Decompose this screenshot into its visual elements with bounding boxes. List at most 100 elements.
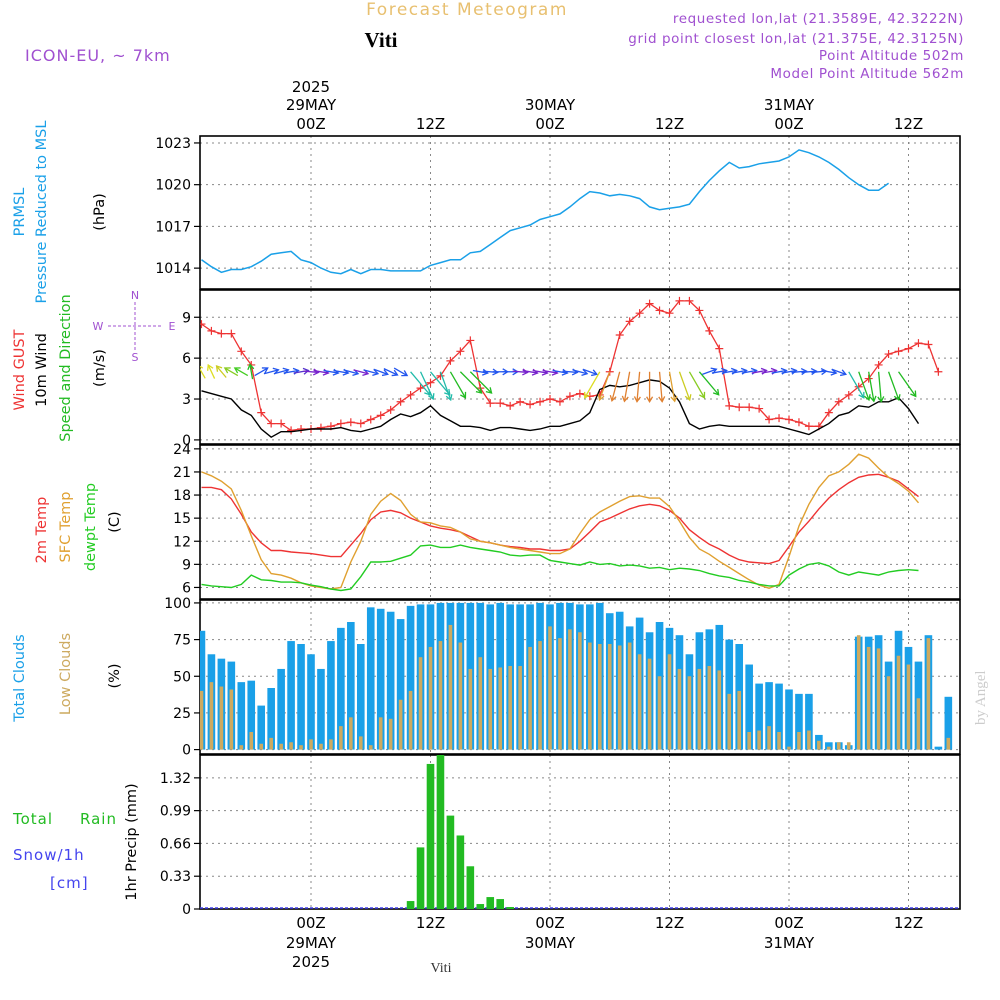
- total-cloud-bar: [805, 693, 813, 750]
- arrow-head: [658, 396, 666, 403]
- wind-direction-arrow: [791, 367, 808, 376]
- arrow-shaft: [373, 368, 388, 375]
- arrow-head: [391, 369, 399, 377]
- arrow-shaft: [636, 371, 641, 402]
- arrow-head: [684, 394, 692, 402]
- low-cloud-bar: [836, 742, 841, 750]
- label-cm: [cm]: [50, 874, 89, 892]
- cloud-bars: [200, 602, 953, 750]
- wind-direction-arrow: [254, 367, 269, 377]
- wind-direction-arrow: [868, 371, 877, 403]
- wind-direction-arrow: [877, 371, 885, 403]
- gust-marker: [824, 408, 833, 417]
- gust-marker: [635, 309, 644, 318]
- gust-marker: [396, 397, 405, 406]
- low-cloud-bar: [528, 646, 532, 750]
- low-cloud-bar: [647, 658, 652, 750]
- low-cloud-bar: [777, 732, 781, 750]
- low-cloud-bar: [538, 641, 542, 750]
- y-tick-label: 6: [182, 351, 191, 367]
- arrow-shaft: [741, 369, 757, 374]
- date-label-bottom: 30MAY: [525, 934, 576, 952]
- wind-direction-arrow: [459, 371, 483, 394]
- arrow-shaft: [410, 371, 431, 396]
- arrow-head: [581, 369, 589, 376]
- time-tick-top: 00Z: [774, 115, 803, 133]
- gust-marker: [466, 336, 475, 345]
- low-cloud-bar: [916, 698, 921, 750]
- low-cloud-bar: [926, 638, 931, 750]
- rain-bar: [476, 904, 485, 909]
- gust-marker: [336, 419, 345, 428]
- total-cloud-bar: [307, 654, 315, 750]
- gust-marker: [745, 403, 754, 412]
- wind-direction-arrow: [363, 369, 380, 376]
- label-10m-wind: 10m Wind: [34, 333, 50, 407]
- gust-marker: [346, 418, 355, 427]
- arrow-head: [492, 368, 499, 376]
- label-percent: (%): [107, 663, 123, 688]
- low-cloud-bar: [279, 743, 283, 750]
- low-cloud-bar: [737, 690, 742, 750]
- low-cloud-bar: [329, 739, 333, 750]
- wind-direction-arrow: [658, 371, 666, 403]
- label-hpa: (hPa): [92, 193, 108, 230]
- gust-marker: [775, 414, 784, 423]
- gust-marker: [526, 400, 535, 409]
- y-tick-label: 9: [182, 310, 191, 326]
- label-ms: (m/s): [92, 349, 108, 387]
- total-cloud-bar: [745, 664, 753, 750]
- wind-direction-arrow: [698, 371, 720, 396]
- gust-marker: [257, 408, 266, 417]
- arrow-shaft: [383, 368, 398, 376]
- gust-marker: [506, 401, 515, 410]
- compass-east: E: [169, 320, 176, 333]
- y-tick-label: 1014: [155, 261, 191, 277]
- arrow-shaft: [572, 369, 588, 375]
- time-axis: 00Z 00Z 12Z 12Z 00Z 00Z 12Z 12Z 00Z 00Z 12Z 12Z 29MA…: [286, 78, 923, 971]
- low-cloud-bar: [637, 654, 642, 750]
- total-cloud-bar: [396, 619, 405, 750]
- gust-marker: [536, 397, 545, 406]
- arrow-shaft: [532, 369, 548, 374]
- wind-direction-arrow: [215, 365, 227, 378]
- arrow-shaft: [821, 369, 837, 374]
- arrow-shaft: [598, 371, 611, 401]
- arrow-head: [839, 369, 848, 377]
- gust-marker: [486, 399, 495, 408]
- wind-direction-arrow: [430, 371, 451, 396]
- arrow-shaft: [831, 368, 847, 375]
- gust-marker: [376, 411, 385, 420]
- arrow-head: [482, 368, 489, 376]
- gust-marker: [615, 330, 624, 339]
- y-tick-label: 9: [182, 557, 191, 573]
- precip-bars: [200, 755, 960, 909]
- arrow-head: [591, 369, 599, 377]
- low-cloud-bar: [458, 642, 463, 750]
- location-title: Viti: [364, 28, 397, 52]
- arrow-shaft: [721, 369, 737, 374]
- prmsl-line: [201, 149, 890, 275]
- gust-marker: [416, 384, 425, 393]
- y-tick-label: 24: [173, 442, 191, 458]
- y-tick-label: 25: [173, 706, 191, 722]
- total-cloud-bar: [934, 746, 943, 750]
- arrow-shaft: [848, 371, 865, 399]
- time-tick-bottom: 00Z: [535, 914, 564, 932]
- low-cloud-bar: [687, 676, 692, 750]
- arrow-shaft: [898, 371, 917, 397]
- label-total-clouds: Total Clouds: [12, 634, 28, 722]
- compass-south: S: [132, 351, 139, 364]
- wind-direction-arrow: [831, 368, 848, 377]
- total-cloud-bar: [287, 641, 295, 750]
- arrow-shaft: [459, 371, 483, 394]
- wind-direction-arrow: [646, 371, 654, 404]
- low-cloud-bar: [946, 737, 951, 750]
- arrow-head: [858, 391, 865, 399]
- low-cloud-bar: [548, 626, 552, 750]
- arrow-shaft: [711, 369, 727, 374]
- wind-direction-arrow: [439, 371, 453, 402]
- gust-marker: [546, 395, 554, 404]
- arrow-shaft: [449, 371, 466, 399]
- gust-marker: [366, 415, 375, 424]
